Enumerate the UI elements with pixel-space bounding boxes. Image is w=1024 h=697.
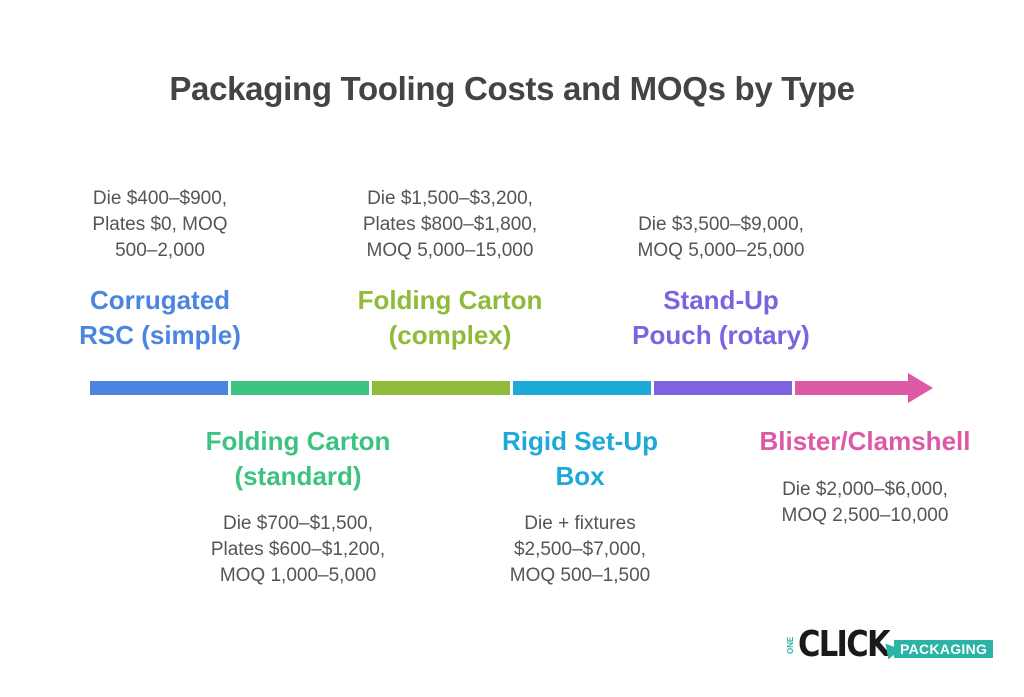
- folding-carton-standard-label: Folding Carton (standard): [178, 424, 418, 494]
- segment-folding-carton-standard: [231, 381, 369, 395]
- desc-line: Plates $800–$1,800,: [362, 214, 538, 235]
- label-line: Folding Carton: [357, 285, 543, 315]
- segment-stand-up-pouch: [654, 381, 792, 395]
- label-line: Pouch (rotary): [632, 320, 810, 350]
- stand-up-pouch-label: Stand-Up Pouch (rotary): [600, 283, 842, 353]
- logo-one: ONE: [786, 636, 795, 654]
- label-line: Folding Carton: [205, 426, 391, 456]
- label-line: Corrugated: [89, 285, 231, 315]
- segment-corrugated: [90, 381, 228, 395]
- rigid-setup-box-desc: Die + fixtures $2,500–$7,000, MOQ 500–1,…: [470, 511, 690, 589]
- label-line: RSC (simple): [79, 320, 241, 350]
- oneclick-packaging-logo: ONE CLICK PACKAGING: [786, 624, 994, 666]
- folding-carton-complex-label: Folding Carton (complex): [320, 283, 580, 353]
- corrugated-desc: Die $400–$900, Plates $0, MOQ 500–2,000: [60, 186, 260, 264]
- blister-clamshell-desc: Die $2,000–$6,000, MOQ 2,500–10,000: [740, 477, 990, 529]
- desc-line: Plates $0, MOQ: [92, 214, 228, 235]
- label-line: Rigid Set-Up: [502, 426, 658, 456]
- blister-clamshell-label: Blister/Clamshell: [740, 424, 990, 459]
- desc-line: Die $1,500–$3,200,: [367, 188, 533, 209]
- arrowhead-icon: [908, 373, 933, 403]
- corrugated-label: Corrugated RSC (simple): [40, 283, 280, 353]
- label-line: Stand-Up: [663, 285, 779, 315]
- rigid-setup-box-label: Rigid Set-Up Box: [470, 424, 690, 494]
- folding-carton-complex-desc: Die $1,500–$3,200, Plates $800–$1,800, M…: [320, 186, 580, 264]
- label-line: (complex): [388, 320, 512, 350]
- segment-folding-carton-complex: [372, 381, 510, 395]
- desc-line: Plates $600–$1,200,: [210, 539, 386, 560]
- segment-blister-clamshell: [795, 381, 909, 395]
- desc-line: MOQ 500–1,500: [509, 565, 651, 586]
- logo-click: CLICK: [798, 624, 891, 665]
- stand-up-pouch-desc: Die $3,500–$9,000, MOQ 5,000–25,000: [600, 212, 842, 264]
- label-line: Box: [555, 461, 605, 491]
- label-line: Blister/Clamshell: [759, 426, 971, 456]
- desc-line: MOQ 5,000–25,000: [637, 240, 805, 261]
- desc-line: Die + fixtures: [524, 513, 636, 534]
- desc-line: Die $400–$900,: [92, 188, 228, 209]
- desc-line: Die $700–$1,500,: [222, 513, 373, 534]
- page-title: Packaging Tooling Costs and MOQs by Type: [169, 70, 855, 107]
- desc-line: Die $3,500–$9,000,: [638, 214, 804, 235]
- desc-line: Die $2,000–$6,000,: [782, 479, 948, 500]
- segment-rigid-setup-box: [513, 381, 651, 395]
- desc-line: MOQ 5,000–15,000: [366, 240, 534, 261]
- logo-packaging: PACKAGING: [894, 640, 994, 658]
- folding-carton-standard-desc: Die $700–$1,500, Plates $600–$1,200, MOQ…: [178, 511, 418, 589]
- desc-line: MOQ 1,000–5,000: [219, 565, 377, 586]
- desc-line: MOQ 2,500–10,000: [781, 505, 949, 526]
- label-line: (standard): [234, 461, 362, 491]
- desc-line: 500–2,000: [115, 240, 205, 261]
- desc-line: $2,500–$7,000,: [513, 539, 647, 560]
